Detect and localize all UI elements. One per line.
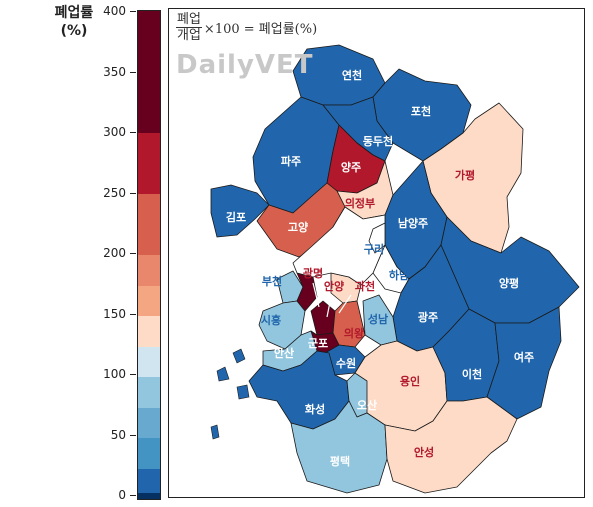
region-label-hanam: 하남 <box>389 268 409 282</box>
region-label-gunpo: 군포 <box>308 337 328 350</box>
formula-caption: 폐업 개업 ×100 = 폐업률(%) <box>176 12 317 43</box>
watermark-logo: DailyVET <box>176 50 314 80</box>
region-label-namyangju: 남양주 <box>398 216 428 230</box>
scale-tick-label: 250 <box>103 185 126 200</box>
region-uiwang[interactable] <box>332 300 366 348</box>
scale-tick-mark <box>130 495 136 496</box>
formula-numerator: 폐업 <box>176 12 202 28</box>
region-label-pyeongtaek: 평택 <box>330 454 350 468</box>
legend-title-line2: (%) <box>60 23 88 39</box>
scale-tick-mark <box>130 132 136 133</box>
scale-tick-label: 50 <box>110 427 126 442</box>
region-label-siheung: 시흥 <box>261 313 281 327</box>
region-label-gapyeong: 가평 <box>455 168 475 182</box>
region-label-goyang: 고양 <box>288 220 308 234</box>
color-scale-band <box>138 468 160 493</box>
region-label-paju: 파주 <box>281 154 301 168</box>
color-scale-band <box>138 255 160 286</box>
region-label-anyang: 안양 <box>324 279 344 293</box>
region-label-yeoncheon: 연천 <box>342 68 362 82</box>
scale-tick-label: 100 <box>103 367 126 381</box>
region-label-yeoju: 여주 <box>514 350 534 364</box>
region-label-suwon: 수원 <box>336 356 356 370</box>
island-3 <box>236 384 250 400</box>
color-scale-band <box>138 285 160 316</box>
seoul-outline <box>292 206 386 286</box>
region-label-yangju: 양주 <box>341 160 361 174</box>
region-label-dongducheon: 동두천 <box>363 134 393 148</box>
region-label-anseong: 안성 <box>414 445 434 459</box>
formula-fraction: 폐업 개업 <box>176 12 202 43</box>
legend-title: 폐업률 (%) <box>44 4 104 40</box>
legend-title-line1: 폐업률 <box>54 5 94 21</box>
color-scale-band <box>138 133 160 194</box>
color-scale-band <box>138 316 160 347</box>
scale-tick-label: 150 <box>103 306 126 321</box>
color-scale-band <box>138 194 160 255</box>
color-scale-band <box>138 346 160 377</box>
scale-tick-label: 300 <box>103 125 126 139</box>
region-label-icheon: 이천 <box>462 367 482 381</box>
scale-tick-mark <box>130 253 136 254</box>
leader-gwacheon <box>338 294 352 314</box>
region-label-guri: 구리 <box>364 242 384 256</box>
scale-tick-mark <box>130 71 136 73</box>
scale-tick-mark <box>130 11 136 12</box>
scale-tick-mark <box>130 313 136 315</box>
island-4 <box>210 424 220 440</box>
region-label-gwangmyeong: 광명 <box>303 266 323 280</box>
island-2 <box>216 366 230 382</box>
color-scale-band <box>138 492 160 499</box>
scale-tick-label: 350 <box>103 64 126 79</box>
formula-denominator: 개업 <box>177 28 201 43</box>
color-scale-band <box>138 11 160 133</box>
scale-tick-mark <box>130 374 136 375</box>
region-label-gwangju: 광주 <box>418 311 438 324</box>
region-gimpo[interactable] <box>210 184 270 238</box>
region-label-uiwang: 의왕 <box>344 326 364 340</box>
region-label-bucheon: 부천 <box>262 274 282 288</box>
region-label-osan: 오산 <box>357 398 377 412</box>
color-scale-band <box>138 407 160 438</box>
color-scale-band <box>138 438 160 469</box>
region-label-pocheon: 포천 <box>411 104 431 118</box>
leader-anyang <box>326 296 332 318</box>
scale-tick-mark <box>130 434 136 436</box>
scale-tick-mark <box>130 192 136 194</box>
region-label-ansan: 안산 <box>274 346 294 360</box>
region-label-yangpyeong: 양평 <box>499 276 519 290</box>
region-yeoju[interactable] <box>486 306 562 420</box>
scale-tick-label: 400 <box>103 4 126 18</box>
scale-tick-label: 0 <box>118 488 126 502</box>
region-label-yongin: 용인 <box>400 374 420 388</box>
region-label-gimpo: 김포 <box>226 211 246 224</box>
island-1 <box>232 348 246 364</box>
guri-outline <box>368 222 386 254</box>
leader-gwangmyeong <box>312 282 320 308</box>
region-label-seongnam: 성남 <box>368 312 388 326</box>
formula-rest: ×100 = 폐업률(%) <box>203 22 318 37</box>
color-scale-bar <box>137 10 161 500</box>
region-label-hwaseong: 화성 <box>305 402 325 416</box>
region-anseong[interactable] <box>384 396 518 494</box>
color-scale-band <box>138 377 160 408</box>
region-label-gwacheon: 과천 <box>355 279 375 293</box>
region-label-uijeongbu: 의정부 <box>345 196 375 210</box>
scale-tick-label: 200 <box>103 246 126 260</box>
region-anyang[interactable] <box>310 300 336 336</box>
